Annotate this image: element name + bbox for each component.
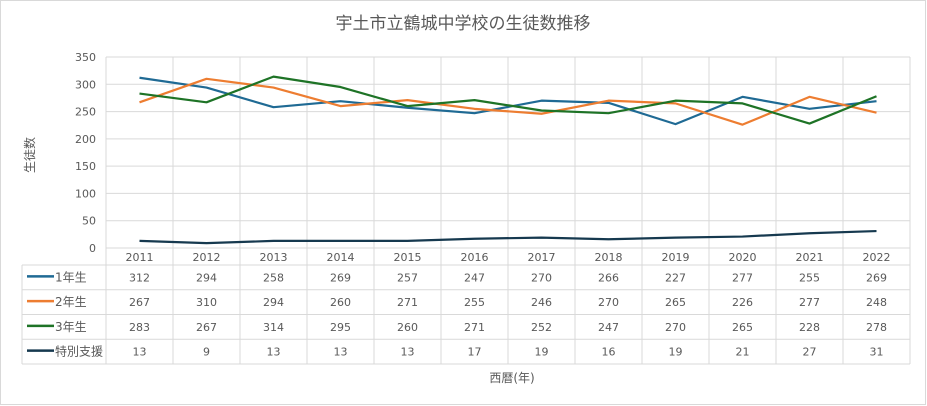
x-tick-label: 2015: [394, 251, 422, 264]
table-cell: 269: [866, 271, 887, 284]
table-cell: 247: [464, 271, 485, 284]
table-cell: 277: [799, 296, 820, 309]
x-tick-label: 2012: [193, 251, 221, 264]
table-cell: 271: [464, 321, 485, 334]
table-cell: 247: [598, 321, 619, 334]
table-cell: 312: [129, 271, 150, 284]
x-tick-label: 2018: [595, 251, 623, 264]
y-axis-label: 生徒数: [22, 137, 37, 173]
x-tick-label: 2014: [327, 251, 355, 264]
y-tick-label: 200: [75, 133, 96, 146]
table-cell: 266: [598, 271, 619, 284]
x-tick-label: 2011: [126, 251, 154, 264]
table-cell: 270: [665, 321, 686, 334]
table-cell: 270: [598, 296, 619, 309]
y-tick-label: 50: [82, 215, 96, 228]
y-tick-label: 150: [75, 160, 96, 173]
x-tick-label: 2022: [863, 251, 891, 264]
table-cell: 294: [196, 271, 217, 284]
table-cell: 21: [736, 346, 750, 359]
table-cell: 265: [732, 321, 753, 334]
table-cell: 227: [665, 271, 686, 284]
legend-label: 2年生: [55, 295, 87, 309]
y-tick-label: 0: [89, 242, 96, 255]
table-cell: 283: [129, 321, 150, 334]
table-cell: 228: [799, 321, 820, 334]
table-cell: 314: [263, 321, 284, 334]
table-cell: 19: [669, 346, 683, 359]
table-cell: 16: [602, 346, 616, 359]
table-cell: 13: [267, 346, 281, 359]
table-cell: 13: [334, 346, 348, 359]
table-cell: 246: [531, 296, 552, 309]
y-tick-label: 350: [75, 51, 96, 64]
table-cell: 248: [866, 296, 887, 309]
table-cell: 260: [397, 321, 418, 334]
table-cell: 269: [330, 271, 351, 284]
y-tick-label: 100: [75, 187, 96, 200]
table-cell: 278: [866, 321, 887, 334]
x-tick-label: 2020: [729, 251, 757, 264]
legend-label: 特別支援: [55, 344, 103, 359]
table-cell: 9: [203, 346, 210, 359]
table-cell: 226: [732, 296, 753, 309]
x-axis-label: 西暦(年): [489, 371, 534, 385]
table-cell: 19: [535, 346, 549, 359]
table-cell: 31: [870, 346, 884, 359]
x-tick-label: 2019: [662, 251, 690, 264]
table-cell: 252: [531, 321, 552, 334]
table-cell: 13: [133, 346, 147, 359]
table-cell: 13: [401, 346, 415, 359]
chart-title: 宇土市立鶴城中学校の生徒数推移: [336, 14, 591, 34]
series-line-1: [139, 76, 877, 126]
x-tick-label: 2013: [260, 251, 288, 264]
table-cell: 27: [803, 346, 817, 359]
legend-label: 1年生: [55, 270, 87, 284]
table-cell: 258: [263, 271, 284, 284]
table-cell: 295: [330, 321, 351, 334]
y-tick-label: 250: [75, 106, 96, 119]
table-cell: 271: [397, 296, 418, 309]
table-cell: 257: [397, 271, 418, 284]
legend-label: 3年生: [55, 320, 87, 334]
table-cell: 270: [531, 271, 552, 284]
table-cell: 310: [196, 296, 217, 309]
table-cell: 267: [196, 321, 217, 334]
table-cell: 255: [799, 271, 820, 284]
table-cell: 260: [330, 296, 351, 309]
series-line-4: [139, 229, 877, 245]
table-cell: 277: [732, 271, 753, 284]
table-cell: 294: [263, 296, 284, 309]
series-line-3: [139, 75, 877, 125]
table-cell: 265: [665, 296, 686, 309]
x-tick-label: 2016: [461, 251, 489, 264]
x-tick-label: 2021: [796, 251, 824, 264]
series-line-2: [139, 77, 877, 126]
y-tick-label: 300: [75, 78, 96, 91]
x-tick-label: 2017: [528, 251, 556, 264]
table-cell: 267: [129, 296, 150, 309]
table-cell: 255: [464, 296, 485, 309]
table-cell: 17: [468, 346, 482, 359]
